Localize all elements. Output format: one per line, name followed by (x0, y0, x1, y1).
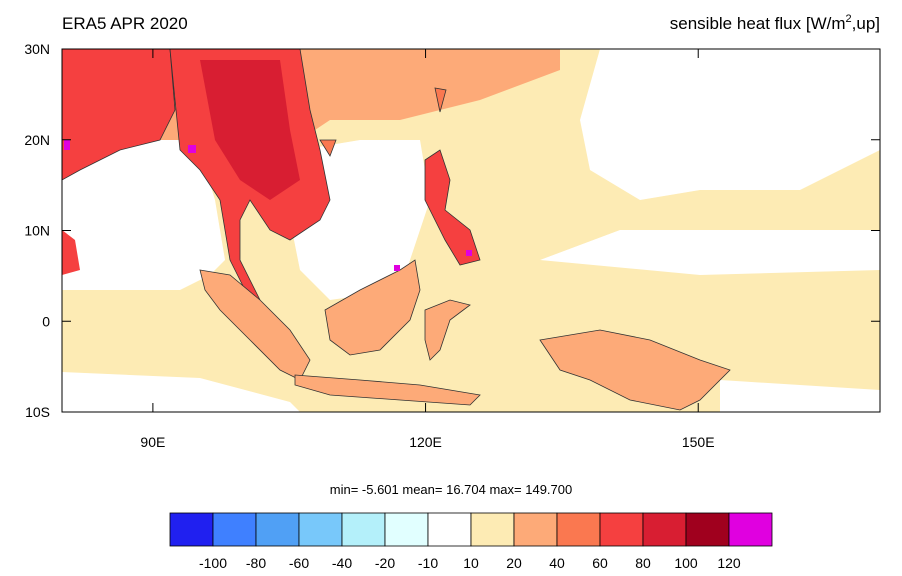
map-subtitle: sensible heat flux [W/m2,up] (670, 13, 880, 33)
colorbar-box (685, 512, 730, 547)
colorbar-label: -100 (199, 555, 227, 571)
colorbar-box (513, 512, 558, 547)
colorbar-box (728, 512, 773, 547)
y-tick-label: 30N (24, 41, 50, 57)
colorbar-box (384, 512, 429, 547)
colorbar-label: 60 (592, 555, 608, 571)
colorbar-box (599, 512, 644, 547)
colorbar-box (470, 512, 515, 547)
colorbar-box (255, 512, 300, 547)
colorbar-label: 100 (674, 555, 698, 571)
colorbar-box (298, 512, 343, 547)
colorbar-label: 40 (549, 555, 565, 571)
y-tick-label: 20N (24, 132, 50, 148)
x-tick-label: 120E (409, 434, 442, 450)
y-tick-label: 0 (42, 313, 50, 329)
map-title: ERA5 APR 2020 (62, 14, 188, 33)
colorbar-label: -20 (375, 555, 395, 571)
colorbar: -100 -80 -60 -40 -20 -10 10 20 40 60 80 100 120 (169, 512, 773, 571)
colorbar-label: -10 (418, 555, 438, 571)
colorbar-box (427, 512, 472, 547)
x-tick-label: 90E (140, 434, 165, 450)
colorbar-box (212, 512, 257, 547)
colorbar-label: 80 (635, 555, 651, 571)
field (61, 48, 880, 412)
colorbar-box (556, 512, 601, 547)
colorbar-label: -60 (289, 555, 309, 571)
colorbar-label: 20 (506, 555, 522, 571)
colorbar-box (169, 512, 214, 547)
colorbar-box (341, 512, 386, 547)
colorbar-box (642, 512, 687, 547)
y-tick-label: 10S (25, 404, 50, 420)
axes: 90E 120E 150E 30N 20N 10N 0 10S (24, 41, 880, 450)
colorbar-label: 120 (717, 555, 741, 571)
x-tick-label: 150E (682, 434, 715, 450)
y-tick-label: 10N (24, 223, 50, 239)
colorbar-label: -40 (332, 555, 352, 571)
colorbar-label: -80 (246, 555, 266, 571)
stats-text: min= -5.601 mean= 16.704 max= 149.700 (330, 482, 572, 497)
colorbar-label: 10 (463, 555, 479, 571)
